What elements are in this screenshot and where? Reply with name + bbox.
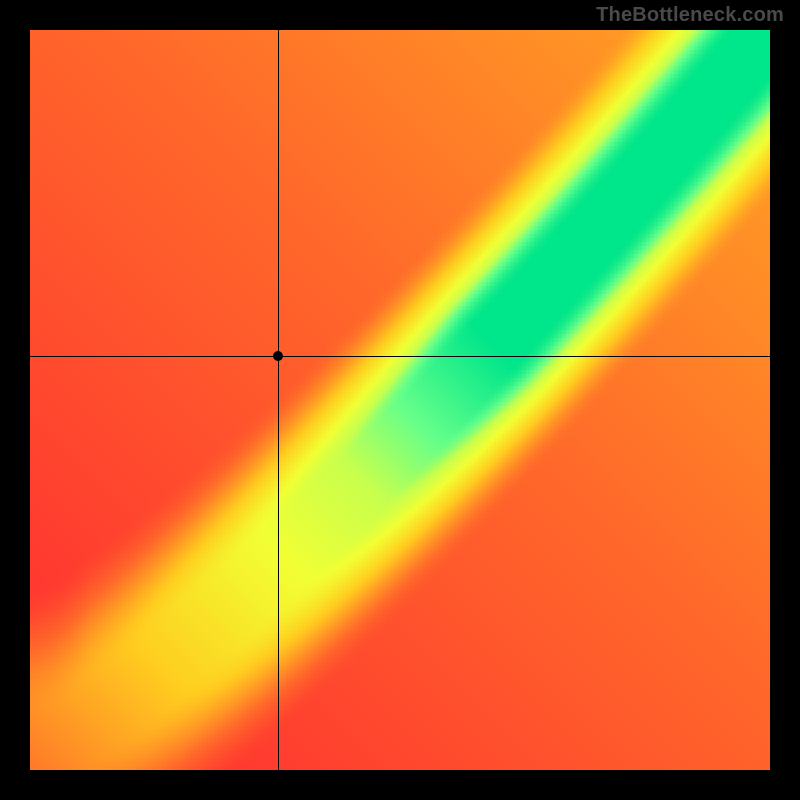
bottleneck-heatmap (30, 30, 770, 770)
watermark-text: TheBottleneck.com (596, 4, 784, 27)
plot-area (30, 30, 770, 770)
crosshair-marker (273, 351, 283, 361)
crosshair-vertical-line (278, 30, 279, 770)
crosshair-horizontal-line (30, 356, 770, 357)
